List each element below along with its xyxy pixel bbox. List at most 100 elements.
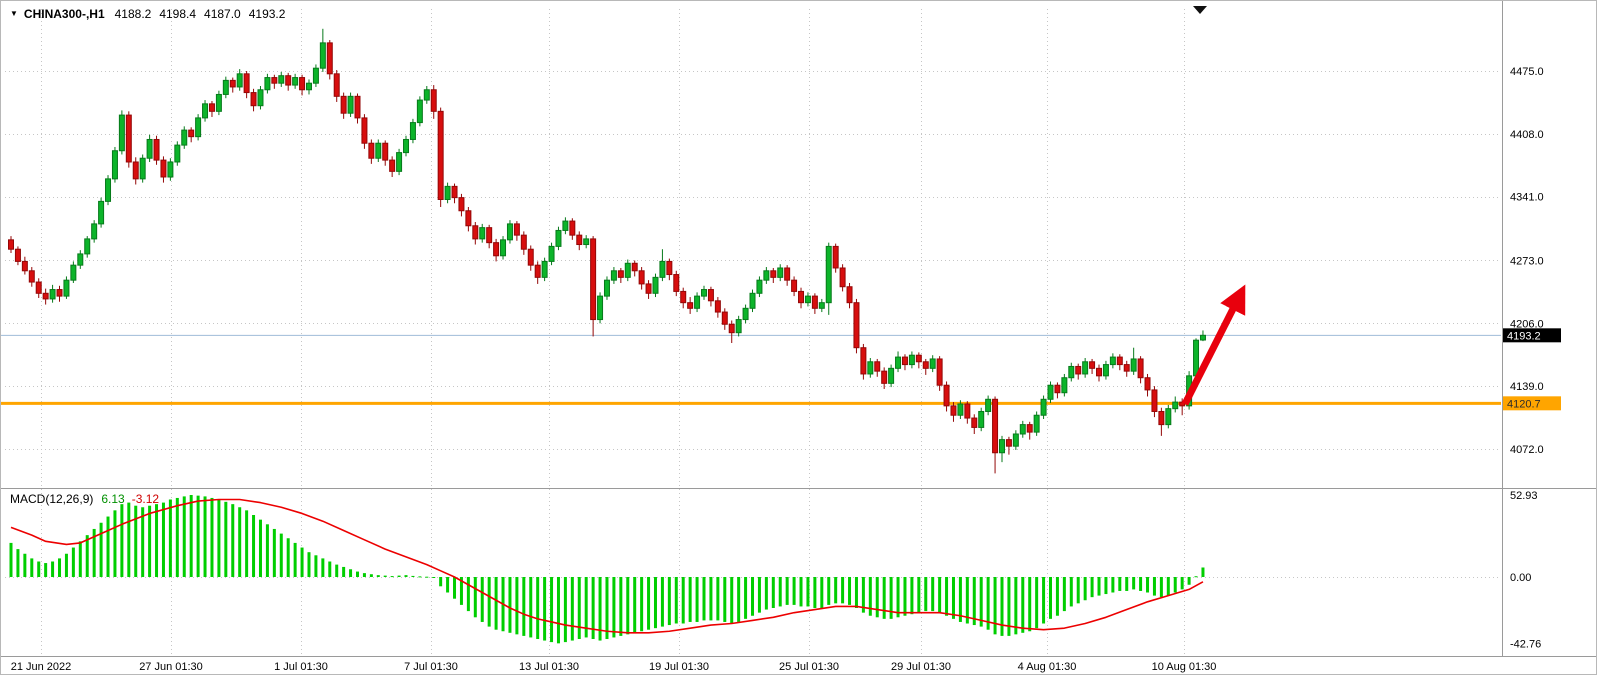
macd-histogram-bar	[827, 577, 831, 605]
one-click-trading-toggle-icon[interactable]: ▼	[10, 9, 18, 18]
candle-bullish	[139, 157, 146, 180]
macd-signal-value: -3.12	[131, 492, 160, 506]
macd-histogram-bar	[210, 497, 214, 577]
macd-histogram-bar	[716, 577, 720, 621]
candle-bullish	[777, 267, 784, 278]
candle-bearish	[56, 289, 63, 297]
candle-bullish	[597, 295, 604, 321]
macd-histogram-bar	[591, 577, 595, 639]
macd-histogram-bar	[356, 571, 359, 577]
macd-histogram-bar	[577, 577, 581, 639]
macd-histogram-bar	[71, 547, 75, 577]
macd-histogram-bar	[432, 577, 436, 578]
candle-bearish	[860, 347, 867, 375]
symbol-period-label: CHINA300-,H1	[23, 7, 105, 21]
candle-bearish	[680, 290, 687, 304]
macd-histogram-bar	[480, 577, 484, 622]
macd-histogram-bar	[30, 558, 34, 577]
macd-histogram-bar	[85, 535, 89, 577]
candle-bullish	[264, 77, 271, 91]
candle-bearish	[271, 77, 278, 84]
macd-histogram-bar	[404, 575, 408, 577]
macd-histogram-bar	[1090, 577, 1094, 598]
time-tick-label: 27 Jun 01:30	[139, 661, 203, 673]
macd-histogram-bar	[785, 577, 789, 605]
quote-high: 4198.4	[159, 7, 197, 21]
candle-bullish	[375, 142, 382, 159]
macd-histogram-bar	[1111, 577, 1115, 593]
candle-bullish	[603, 279, 610, 297]
macd-histogram-bar	[986, 577, 990, 630]
candle-bearish	[707, 289, 714, 302]
macd-histogram-bar	[1014, 577, 1018, 635]
macd-histogram-bar	[446, 577, 450, 593]
macd-histogram-bar	[647, 577, 651, 630]
candle-bearish	[493, 242, 500, 257]
candle-bullish	[222, 79, 229, 95]
macd-histogram-bar	[16, 549, 20, 577]
candle-bearish	[361, 117, 368, 144]
macd-histogram-bar	[272, 528, 276, 577]
candle-bullish	[202, 103, 209, 119]
trend-arrow-object[interactable]	[1181, 284, 1246, 406]
candle-bearish	[915, 354, 922, 363]
candle-bullish	[319, 42, 326, 69]
macd-histogram-bar	[1028, 577, 1032, 632]
macd-histogram-bar	[924, 577, 928, 612]
candle-bearish	[569, 220, 576, 236]
macd-histogram-bar	[1049, 577, 1052, 619]
macd-histogram-bar	[848, 577, 852, 605]
candle-bullish	[1040, 398, 1047, 416]
candle-bullish	[215, 93, 222, 112]
price-tick-label: 4206.0	[1510, 318, 1544, 330]
candle-bullish	[583, 238, 590, 246]
candle-bearish	[770, 270, 777, 278]
macd-histogram-bar	[411, 575, 415, 577]
macd-histogram-bar	[1069, 577, 1073, 607]
macd-histogram-bar	[612, 577, 616, 638]
macd-histogram-bar	[1035, 577, 1039, 629]
macd-histogram-bar	[1132, 577, 1136, 590]
macd-histogram-bar	[868, 577, 872, 616]
macd-tick-label: 0.00	[1510, 572, 1531, 584]
candle-bullish	[77, 253, 84, 266]
candle-bullish	[91, 223, 98, 240]
macd-histogram-bar	[751, 577, 755, 616]
macd-histogram-bar	[335, 564, 339, 577]
macd-histogram-bar	[688, 577, 692, 622]
candle-bearish	[943, 384, 950, 407]
candle-bearish	[299, 77, 306, 91]
candle-bullish	[1019, 424, 1026, 435]
candle-bearish	[971, 417, 978, 428]
macd-histogram-bar	[314, 555, 318, 577]
macd-histogram-bar	[376, 575, 380, 577]
candle-bearish	[326, 42, 333, 75]
macd-histogram-bar	[189, 495, 193, 577]
candle-bearish	[798, 290, 805, 304]
macd-histogram-bar	[168, 499, 172, 577]
macd-histogram-bar	[141, 507, 145, 577]
candle-bullish	[1172, 401, 1179, 410]
candle-bullish	[610, 270, 617, 281]
candle-bullish	[555, 229, 562, 247]
macd-histogram-bar	[459, 577, 463, 605]
time-tick-label: 29 Jul 01:30	[891, 661, 951, 673]
macd-histogram-bar	[9, 542, 13, 577]
macd-histogram-bar	[418, 576, 422, 578]
candle-bearish	[1151, 389, 1158, 412]
candle-bearish	[590, 238, 597, 321]
candle-bullish	[181, 129, 188, 146]
macd-histogram-bar	[910, 577, 914, 615]
candle-bearish	[1054, 384, 1061, 394]
quote-low: 4187.0	[204, 7, 241, 21]
candle-bullish	[70, 264, 77, 281]
price-tick-label: 4139.0	[1510, 381, 1544, 393]
candle-bearish	[964, 403, 971, 419]
macd-histogram-bar	[231, 504, 235, 577]
candle-bearish	[791, 279, 798, 292]
macd-histogram-bar	[78, 541, 82, 577]
macd-histogram-bar	[730, 577, 734, 624]
candle-bullish	[236, 73, 243, 88]
macd-histogram-bar	[148, 505, 152, 577]
